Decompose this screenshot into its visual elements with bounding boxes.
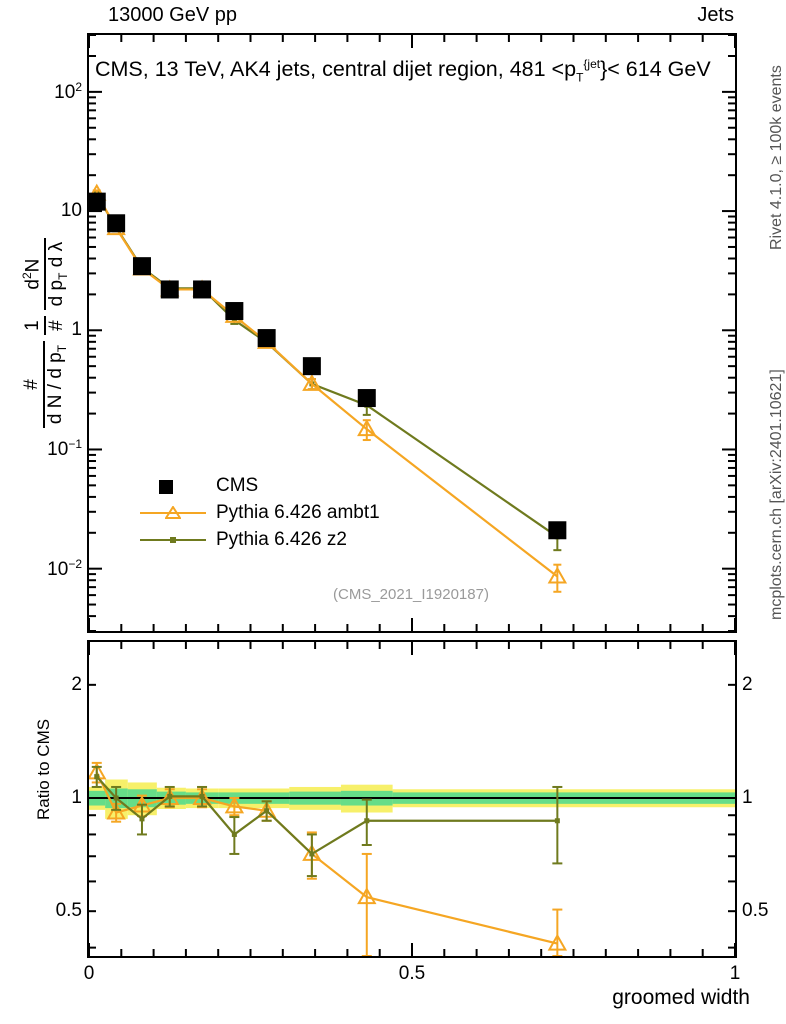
legend-label-z2: Pythia 6.426 z2: [216, 528, 347, 550]
main-y-tick-label: 10: [60, 200, 82, 222]
ratio-plot-canvas: [89, 642, 735, 956]
data-point-triangle: [357, 419, 377, 437]
analysis-category-label: Jets: [697, 4, 734, 26]
legend-key-dot-icon: [140, 529, 206, 551]
ratio-point-triangle: [357, 887, 377, 905]
data-point-square: [257, 329, 276, 348]
main-y-tick-label: 1: [71, 319, 82, 341]
ratio-point-triangle: [547, 933, 568, 951]
main-y-tick-labels: 102 10 1 10−1 10−2: [0, 0, 82, 1024]
data-point-square: [357, 389, 376, 408]
data-point-triangle: [302, 373, 322, 391]
legend-key-triangle-icon: [140, 502, 206, 524]
ratio-point-dot: [199, 793, 205, 799]
x-axis-title: groomed width: [612, 986, 750, 1009]
main-y-tick-label: 10−1: [47, 437, 82, 461]
data-point-square: [225, 302, 244, 321]
data-point-triangle: [547, 566, 568, 584]
ratio-y-tick-labels-left: 2 1 0.5: [0, 0, 82, 1024]
ratio-y-tick-labels-right: 2 1 0.5: [742, 0, 786, 1024]
ratio-point-dot: [167, 793, 173, 799]
ratio-point-dot: [309, 851, 315, 857]
x-tick-label: 0.5: [398, 963, 426, 984]
ratio-point-dot: [139, 816, 145, 822]
x-tick-label: 0: [83, 963, 95, 984]
ratio-point-dot: [113, 795, 119, 801]
ratio-point-dot: [264, 808, 270, 814]
legend-item-cms[interactable]: CMS: [140, 472, 380, 499]
series-line-pythia-6-426-ambt1: [95, 193, 559, 578]
legend-label-cms: CMS: [216, 474, 259, 496]
data-point-square: [193, 280, 212, 299]
ratio-point-dot: [364, 818, 370, 824]
ratio-point-dot: [231, 831, 237, 837]
ratio-y-tick-label-right: 0.5: [742, 900, 769, 922]
ratio-point-dot: [94, 774, 100, 780]
plot-title: CMS, 13 TeV, AK4 jets, central dijet reg…: [95, 57, 711, 85]
ratio-y-tick-label-right: 2: [742, 673, 753, 695]
ratio-point-triangle: [224, 796, 245, 814]
legend-label-ambt1: Pythia 6.426 ambt1: [216, 501, 380, 523]
main-y-tick-label: 102: [54, 79, 82, 104]
main-y-tick-label: 10−2: [47, 556, 82, 580]
data-point-square: [107, 214, 126, 233]
main-plot-panel: [87, 33, 737, 633]
ratio-line-pythia-6-426-z2: [95, 775, 558, 856]
data-point-square: [132, 257, 151, 276]
data-point-square: [548, 521, 567, 540]
data-point-square: [89, 192, 106, 211]
legend: CMS Pythia 6.426 ambt1 Pythia 6.426 z2: [140, 472, 380, 553]
beam-energy-label: 13000 GeV pp: [108, 4, 237, 26]
ratio-point-dot: [554, 818, 560, 824]
analysis-id-watermark: (CMS_2021_I1920187): [333, 586, 489, 603]
ratio-point-triangle: [106, 802, 126, 820]
main-plot-canvas: [89, 35, 735, 631]
legend-key-square-icon: [140, 475, 206, 497]
ratio-y-tick-label-left: 1: [71, 787, 82, 808]
ratio-plot-panel: [87, 640, 737, 958]
legend-item-ambt1[interactable]: Pythia 6.426 ambt1: [140, 499, 380, 526]
data-point-square: [160, 280, 179, 299]
data-point-square: [302, 357, 321, 376]
legend-item-z2[interactable]: Pythia 6.426 z2: [140, 526, 380, 553]
ratio-y-tick-label-left: 2: [71, 673, 82, 695]
ratio-y-tick-label-right: 1: [742, 787, 753, 808]
ratio-y-tick-label-left: 0.5: [55, 900, 82, 922]
x-tick-label: 1: [729, 963, 741, 984]
